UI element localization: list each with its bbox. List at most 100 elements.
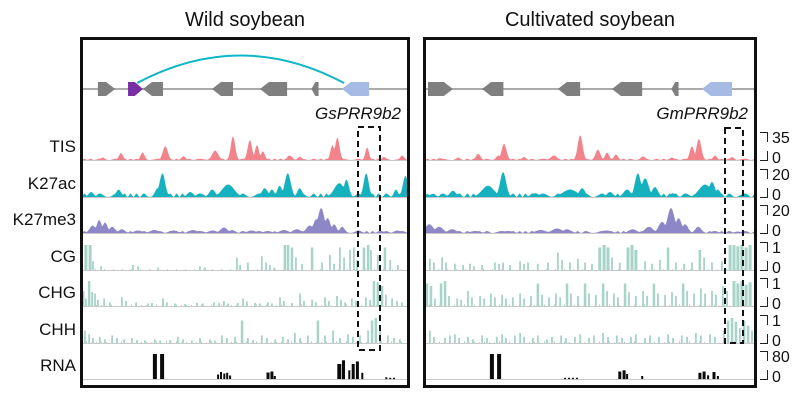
signal-bar bbox=[380, 286, 384, 306]
signal-bar bbox=[267, 302, 269, 307]
signal-bar bbox=[260, 335, 263, 343]
signal-bar bbox=[588, 338, 590, 343]
signal-bar bbox=[748, 245, 752, 270]
signal-bar bbox=[273, 376, 276, 379]
signal-bar bbox=[454, 334, 456, 344]
track-label-RNA: RNA bbox=[40, 356, 76, 375]
signal-bar bbox=[351, 298, 353, 306]
signal-bar bbox=[109, 302, 111, 307]
signal-bar bbox=[307, 335, 309, 343]
signal-bar bbox=[393, 377, 395, 380]
signal-bar bbox=[329, 255, 331, 270]
signal-bar bbox=[536, 263, 539, 271]
scale-bracket-bottom-K27me3 bbox=[760, 224, 768, 234]
signal-bar bbox=[104, 339, 106, 344]
signal-bar bbox=[226, 338, 228, 343]
signal-bar bbox=[218, 303, 220, 306]
signal-bar bbox=[721, 286, 724, 306]
signal-bar bbox=[680, 335, 683, 343]
scale-max-CG: 1 bbox=[772, 240, 781, 257]
signal-bar bbox=[191, 340, 193, 343]
signal-bar bbox=[664, 294, 666, 307]
signal-bar bbox=[658, 336, 660, 344]
track-label-TIS: TIS bbox=[49, 137, 76, 156]
signal-bar bbox=[174, 303, 176, 306]
signal-bar bbox=[154, 339, 156, 344]
signal-bar bbox=[626, 374, 629, 379]
scale-max-CHG: 1 bbox=[772, 276, 781, 293]
signal-bar bbox=[199, 338, 201, 343]
signal-bar bbox=[536, 335, 539, 343]
signal-bar bbox=[698, 372, 702, 380]
signal-bar bbox=[532, 338, 534, 343]
scale-max-K27ac: 20 bbox=[772, 167, 790, 184]
signal-bar bbox=[336, 296, 338, 306]
track-cultivated-K27ac bbox=[426, 172, 754, 198]
signal-bar bbox=[433, 262, 435, 270]
signal-bar bbox=[135, 302, 137, 307]
signal-bar bbox=[746, 325, 750, 343]
signal-bar bbox=[196, 303, 198, 306]
track-label-CHH: CHH bbox=[39, 320, 76, 339]
signal-bar bbox=[88, 334, 91, 344]
signal-bar bbox=[584, 262, 586, 270]
signal-bar bbox=[672, 338, 674, 343]
signal-bar bbox=[686, 336, 688, 344]
signal-bar bbox=[252, 340, 254, 343]
signal-area bbox=[83, 173, 407, 197]
signal-bar bbox=[561, 260, 563, 270]
signal-bar bbox=[593, 335, 595, 343]
signal-bar bbox=[595, 294, 597, 307]
signal-bar bbox=[523, 298, 525, 306]
signal-bar bbox=[742, 320, 746, 343]
signal-bar bbox=[374, 318, 378, 343]
scale-min-RNA: 0 bbox=[772, 369, 781, 386]
signal-bar bbox=[151, 303, 153, 306]
signal-bar bbox=[144, 340, 146, 343]
signal-bar bbox=[448, 296, 450, 306]
signal-bar bbox=[565, 283, 569, 306]
signal-bar bbox=[579, 334, 582, 344]
signal-bar bbox=[441, 257, 443, 270]
signal-area bbox=[426, 172, 754, 197]
gene-label-GsPRR9b2: GsPRR9b2 bbox=[315, 104, 401, 123]
signal-bar bbox=[328, 301, 330, 306]
signal-bar bbox=[551, 336, 553, 344]
signal-bar bbox=[166, 302, 168, 307]
signal-bar bbox=[712, 372, 716, 379]
signal-bar bbox=[246, 301, 248, 306]
signal-bar bbox=[652, 283, 656, 306]
signal-bar bbox=[355, 361, 359, 379]
signal-bar bbox=[700, 335, 702, 343]
signal-bar bbox=[324, 297, 326, 307]
signal-bar bbox=[294, 333, 296, 343]
signal-bar bbox=[111, 335, 114, 343]
signal-bar bbox=[704, 293, 706, 306]
scale-bracket-top-CG bbox=[760, 242, 768, 252]
signal-bar bbox=[740, 281, 744, 306]
gene-arrow-wild-6 bbox=[341, 82, 370, 96]
signal-bar bbox=[641, 376, 644, 379]
signal-bar bbox=[642, 291, 644, 306]
signal-bar bbox=[401, 302, 403, 307]
signal-bar bbox=[602, 245, 606, 270]
signal-bar bbox=[722, 330, 725, 343]
signal-bar bbox=[613, 293, 615, 306]
scale-min-K27ac: 0 bbox=[772, 187, 781, 204]
signal-bar bbox=[686, 291, 688, 306]
track-label-CG: CG bbox=[50, 247, 77, 266]
signal-bar bbox=[223, 373, 226, 379]
signal-bar bbox=[103, 298, 105, 306]
signal-bar bbox=[204, 267, 206, 270]
signal-bar bbox=[744, 247, 748, 270]
signal-bar bbox=[711, 262, 713, 270]
signal-bar bbox=[152, 354, 157, 379]
scale-bracket-bottom-CHG bbox=[760, 297, 768, 307]
signal-bar bbox=[342, 360, 345, 380]
signal-bar bbox=[389, 260, 392, 270]
signal-bar bbox=[351, 364, 355, 379]
signal-bar bbox=[568, 377, 570, 380]
scale-bracket-top-CHH bbox=[760, 315, 768, 325]
track-label-K27me3: K27me3 bbox=[12, 210, 76, 229]
signal-bar bbox=[362, 247, 366, 270]
